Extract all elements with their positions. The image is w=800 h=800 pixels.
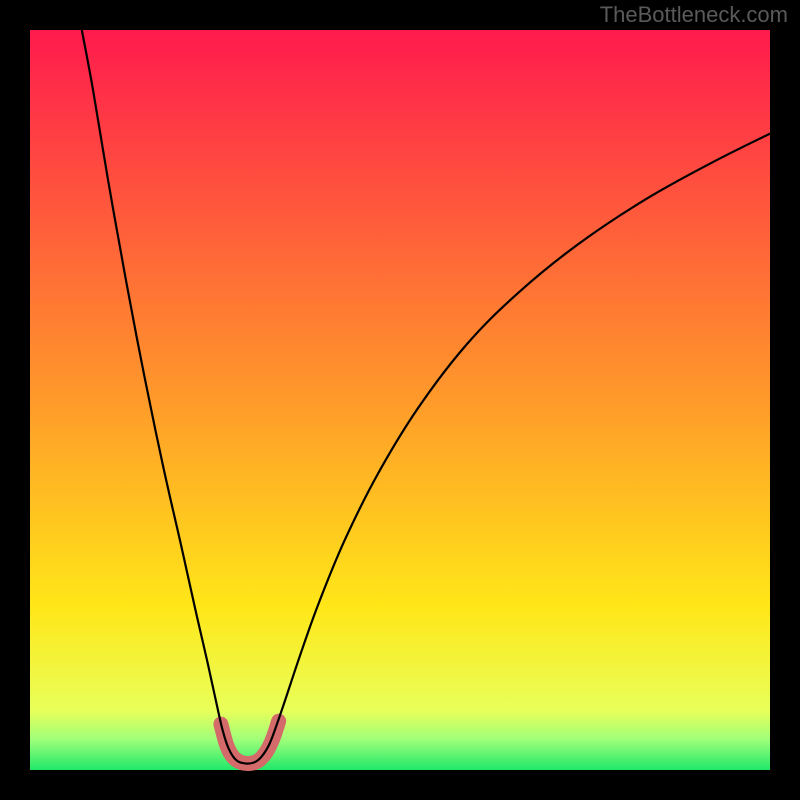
main-curve — [82, 30, 770, 764]
chart-svg-layer — [30, 30, 770, 770]
chart-plot-area — [30, 30, 770, 770]
watermark-text: TheBottleneck.com — [600, 2, 788, 28]
